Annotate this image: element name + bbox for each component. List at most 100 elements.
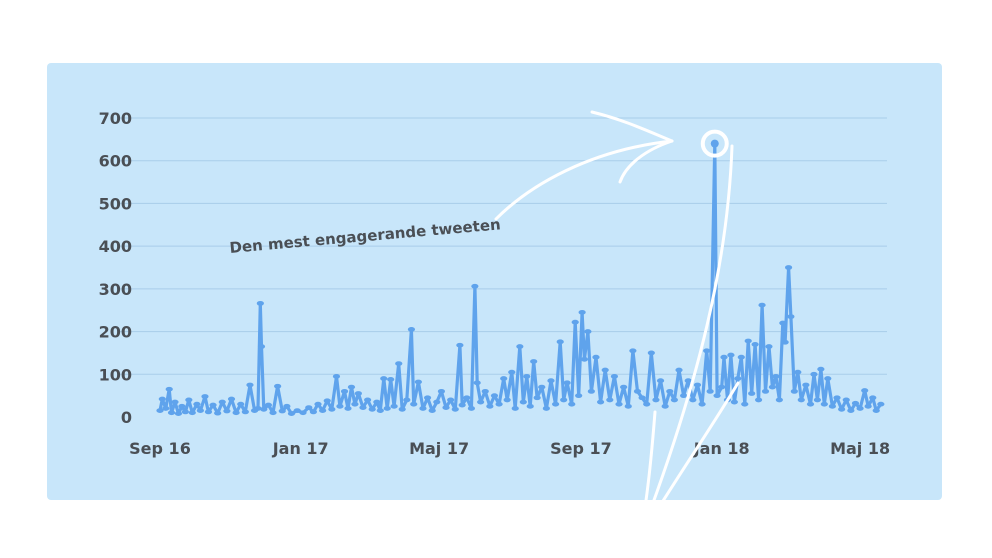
data-point — [754, 397, 763, 403]
data-point — [842, 397, 850, 403]
data-point — [847, 408, 855, 413]
data-point — [758, 302, 766, 308]
data-point — [383, 406, 391, 411]
data-point — [817, 366, 825, 372]
data-point — [287, 411, 296, 416]
data-point — [283, 403, 291, 409]
data-point — [560, 397, 568, 403]
data-point — [254, 406, 262, 411]
data-point — [511, 406, 519, 411]
data-point — [744, 338, 752, 344]
data-point — [376, 408, 384, 413]
data-point — [523, 374, 531, 379]
data-point — [332, 374, 341, 379]
y-axis: 0 100 200 300 400 500 600 700 — [99, 109, 132, 427]
chart-panel — [47, 63, 942, 500]
data-point — [638, 395, 646, 401]
arrow-to-peak — [494, 139, 674, 221]
x-tick-label: Sep 16 — [129, 439, 191, 458]
data-point — [387, 377, 395, 382]
arrow-annotation — [494, 110, 740, 540]
data-point — [299, 410, 307, 416]
data-point — [872, 408, 880, 413]
data-point — [775, 397, 783, 403]
data-point — [578, 309, 586, 315]
data-point — [344, 406, 352, 411]
data-point — [552, 401, 560, 407]
data-point — [516, 344, 524, 349]
data-point — [305, 405, 313, 411]
data-point — [547, 378, 555, 384]
data-point — [241, 409, 249, 415]
data-point — [398, 406, 406, 412]
data-point — [467, 406, 476, 411]
data-point — [698, 401, 706, 407]
data-point — [260, 406, 268, 412]
data-point — [568, 401, 576, 407]
grid-lines — [118, 117, 887, 375]
y-tick-label: 600 — [99, 152, 132, 171]
data-point — [410, 401, 418, 407]
arrow-down — [638, 144, 734, 540]
data-point — [232, 410, 240, 416]
data-point — [508, 369, 516, 375]
data-point — [437, 388, 446, 394]
data-point — [171, 399, 179, 405]
data-point — [787, 314, 795, 320]
data-point — [336, 403, 344, 409]
data-point — [314, 401, 322, 407]
data-point — [633, 388, 642, 394]
data-point — [451, 406, 459, 412]
x-tick-label: Sep 17 — [550, 439, 612, 458]
data-point — [693, 382, 702, 388]
data-point — [481, 388, 489, 394]
data-point — [278, 408, 286, 414]
data-point — [713, 393, 721, 399]
data-point — [610, 374, 619, 379]
data-point — [447, 397, 455, 403]
data-point — [209, 402, 217, 408]
y-tick-label: 300 — [99, 280, 132, 299]
data-point — [354, 391, 362, 396]
data-point — [542, 406, 550, 411]
x-axis: Sep 16 Jan 17 Maj 17 Sep 17 Jan 18 Maj 18 — [129, 439, 890, 458]
data-point — [727, 352, 735, 358]
data-point — [237, 401, 245, 407]
highlight-layer — [700, 129, 729, 158]
data-point — [824, 376, 832, 381]
data-point — [162, 406, 170, 411]
data-point — [193, 401, 201, 407]
data-point — [347, 384, 356, 390]
y-tick-label: 0 — [121, 408, 132, 427]
data-point — [718, 384, 726, 390]
data-point — [390, 403, 398, 409]
data-point — [323, 398, 331, 404]
x-tick-label: Maj 17 — [409, 439, 469, 458]
data-point — [751, 341, 759, 347]
data-point — [647, 350, 655, 356]
data-point — [864, 403, 872, 409]
data-point — [606, 397, 614, 403]
data-point — [748, 391, 756, 396]
data-point — [806, 401, 815, 407]
data-point — [407, 327, 416, 332]
data-point — [223, 408, 231, 414]
data-point — [869, 395, 877, 401]
data-point — [181, 409, 189, 415]
data-point — [526, 403, 534, 409]
data-point — [419, 406, 427, 411]
data-point — [433, 399, 441, 405]
data-point — [395, 361, 403, 367]
data-point — [227, 396, 236, 402]
data-point — [428, 408, 436, 413]
data-point — [218, 399, 226, 405]
data-point — [575, 393, 583, 399]
data-point — [274, 383, 282, 389]
data-point — [477, 399, 485, 405]
data-point — [689, 397, 697, 403]
series-layer — [156, 141, 885, 416]
data-point — [214, 410, 222, 416]
y-tick-label: 500 — [99, 194, 132, 213]
data-point — [790, 388, 798, 394]
